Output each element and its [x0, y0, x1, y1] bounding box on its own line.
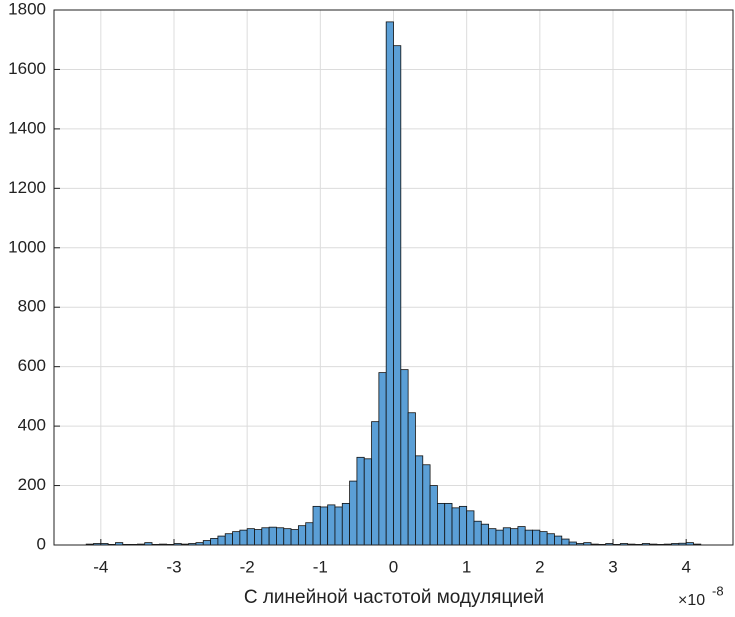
- bar: [363, 458, 372, 546]
- bar: [554, 535, 563, 546]
- bar: [297, 525, 307, 546]
- x-axis-label: С линейной частотой модуляцией: [244, 587, 544, 608]
- x-multiplier: ×10: [678, 592, 705, 609]
- bar: [385, 21, 394, 546]
- bar: [371, 421, 380, 546]
- bar: [407, 412, 416, 546]
- bar: [246, 528, 255, 546]
- bar: [210, 538, 219, 546]
- bar: [319, 506, 329, 546]
- x-tick-label: -4: [93, 557, 108, 576]
- x-tick-label: 1: [462, 557, 471, 576]
- x-multiplier-exponent: -8: [712, 583, 724, 598]
- bar: [312, 505, 321, 546]
- bar: [429, 485, 438, 546]
- bar: [458, 505, 468, 546]
- bar: [502, 527, 511, 546]
- bar: [400, 369, 409, 546]
- bar: [466, 510, 475, 546]
- x-tick-label: -2: [240, 557, 255, 576]
- bar: [546, 533, 555, 546]
- bar: [268, 526, 277, 546]
- y-tick-label: 1000: [8, 237, 46, 256]
- bar: [378, 372, 387, 546]
- bar: [393, 45, 402, 546]
- y-tick-label: 1200: [8, 178, 46, 197]
- axes-box: [53, 9, 734, 546]
- bar: [305, 522, 314, 546]
- bar: [437, 502, 446, 546]
- x-tick-label: 2: [535, 557, 544, 576]
- bar: [517, 526, 526, 546]
- bar: [495, 529, 504, 546]
- bar: [480, 523, 490, 546]
- x-tick-label: 4: [681, 557, 690, 576]
- bar: [356, 456, 365, 546]
- bar: [334, 506, 343, 546]
- bar: [239, 529, 248, 546]
- y-tick-label: 400: [18, 416, 46, 435]
- y-tick-label: 600: [18, 356, 46, 375]
- bar: [473, 520, 482, 546]
- bar: [524, 529, 533, 546]
- bar: [532, 529, 541, 546]
- y-tick-label: 1400: [8, 118, 46, 137]
- bar: [415, 455, 424, 546]
- bar: [283, 528, 292, 546]
- bar: [254, 529, 263, 546]
- y-tick-label: 0: [37, 534, 46, 553]
- y-tick-label: 800: [18, 297, 46, 316]
- bar: [488, 528, 497, 546]
- bar: [451, 507, 460, 546]
- bar: [349, 480, 358, 546]
- bar: [422, 464, 431, 546]
- bar: [202, 540, 211, 546]
- x-tick-label: 3: [608, 557, 617, 576]
- bar: [444, 502, 453, 546]
- x-tick-label: -1: [313, 557, 328, 576]
- bar: [327, 504, 336, 546]
- y-tick-label: 200: [18, 475, 46, 494]
- x-tick-label: -3: [166, 557, 181, 576]
- bar: [510, 528, 519, 546]
- y-tick-label: 1600: [8, 59, 46, 78]
- bar: [276, 527, 285, 546]
- bar: [341, 502, 350, 546]
- bar: [539, 531, 548, 546]
- bar: [224, 533, 233, 546]
- y-tick-label: 1800: [8, 0, 46, 18]
- bar: [217, 535, 226, 546]
- bar: [290, 529, 299, 546]
- bar: [261, 527, 270, 546]
- x-tick-label: 0: [389, 557, 398, 576]
- bar: [561, 538, 570, 546]
- bar: [232, 531, 241, 546]
